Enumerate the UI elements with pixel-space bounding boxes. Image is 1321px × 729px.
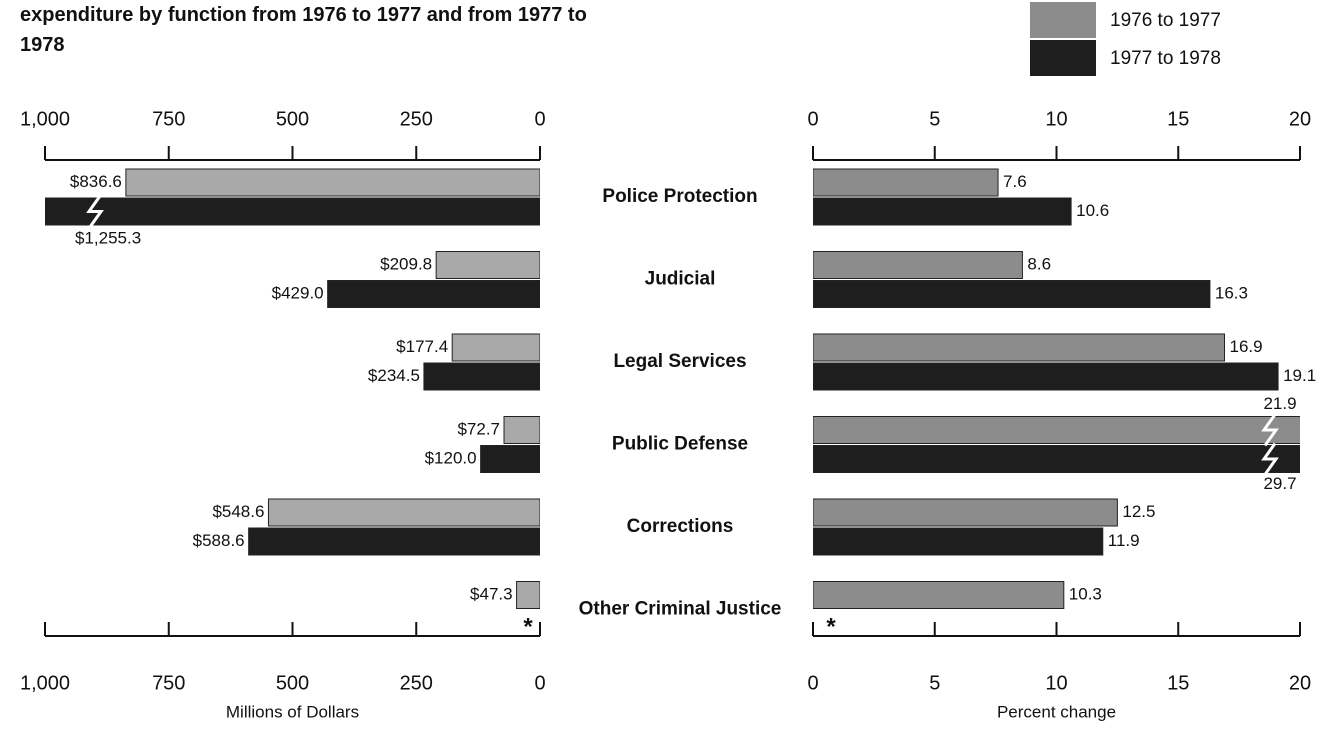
x-tick-label: 750 bbox=[152, 108, 185, 130]
x-tick-label: 0 bbox=[534, 672, 545, 694]
x-tick-label: 20 bbox=[1289, 672, 1311, 694]
category-label: Judicial bbox=[645, 269, 716, 290]
x-tick-label: 0 bbox=[807, 108, 818, 130]
category-label: Public Defense bbox=[612, 434, 748, 455]
x-tick-label: 10 bbox=[1045, 672, 1067, 694]
bar bbox=[45, 197, 540, 226]
value-label: 7.6 bbox=[1003, 172, 1027, 191]
x-tick-label: 15 bbox=[1167, 672, 1189, 694]
bar bbox=[813, 280, 1211, 308]
bars bbox=[813, 168, 1300, 609]
bar bbox=[813, 197, 1072, 226]
bar bbox=[813, 581, 1065, 609]
bar bbox=[327, 280, 540, 308]
annotation: * bbox=[826, 613, 836, 640]
value-label: $120.0 bbox=[425, 448, 477, 467]
x-axis-label: Millions of Dollars bbox=[226, 702, 359, 721]
x-tick-label: 10 bbox=[1045, 108, 1067, 130]
value-label: $72.7 bbox=[457, 419, 500, 438]
value-label: $836.6 bbox=[70, 172, 122, 191]
bar bbox=[480, 445, 540, 473]
bar bbox=[435, 251, 540, 279]
x-tick-label: 1,000 bbox=[20, 108, 70, 130]
x-tick-label: 500 bbox=[276, 108, 309, 130]
value-label: 16.3 bbox=[1215, 283, 1248, 302]
x-tick-label: 750 bbox=[152, 672, 185, 694]
break-mark bbox=[1261, 413, 1279, 447]
x-axis-label: Percent change bbox=[997, 702, 1116, 721]
x-tick-label: 500 bbox=[276, 672, 309, 694]
legend-swatch bbox=[1030, 2, 1096, 38]
break-mark bbox=[1261, 442, 1279, 476]
value-label: 21.9 bbox=[1263, 394, 1296, 413]
legend-label: 1977 to 1978 bbox=[1110, 48, 1221, 69]
x-tick-label: 15 bbox=[1167, 108, 1189, 130]
bar bbox=[813, 362, 1279, 391]
category-label: Police Protection bbox=[602, 186, 757, 207]
break-mark bbox=[86, 195, 104, 228]
value-label: 12.5 bbox=[1122, 502, 1155, 521]
value-label: $234.5 bbox=[368, 366, 420, 385]
value-label: 19.1 bbox=[1283, 366, 1316, 385]
x-tick-label: 20 bbox=[1289, 108, 1311, 130]
chart-title: expenditure by function from 1976 to 197… bbox=[20, 4, 587, 56]
x-tick-label: 250 bbox=[400, 108, 433, 130]
bar bbox=[248, 527, 540, 556]
x-tick-label: 1,000 bbox=[20, 672, 70, 694]
value-label: 11.9 bbox=[1108, 531, 1140, 550]
legend-label: 1976 to 1977 bbox=[1110, 10, 1221, 31]
value-label: $47.3 bbox=[470, 584, 513, 603]
bar bbox=[267, 498, 540, 527]
category-label: Legal Services bbox=[613, 351, 746, 372]
bar bbox=[813, 168, 999, 197]
x-tick-label: 5 bbox=[929, 108, 940, 130]
category-label: Corrections bbox=[627, 516, 734, 537]
bar bbox=[813, 498, 1118, 527]
bar bbox=[813, 445, 1300, 473]
bar bbox=[813, 333, 1226, 362]
bar bbox=[125, 168, 540, 197]
value-label: $588.6 bbox=[193, 531, 245, 550]
value-label: 29.7 bbox=[1263, 474, 1296, 493]
category-label: Other Criminal Justice bbox=[579, 599, 782, 620]
bar bbox=[813, 527, 1104, 556]
value-label: 8.6 bbox=[1027, 254, 1051, 273]
value-label: 10.6 bbox=[1076, 201, 1109, 220]
bar bbox=[516, 581, 540, 609]
x-tick-label: 5 bbox=[929, 672, 940, 694]
value-label: $429.0 bbox=[272, 283, 324, 302]
bar bbox=[813, 251, 1023, 279]
value-label: $1,255.3 bbox=[75, 228, 141, 247]
value-label: $177.4 bbox=[396, 337, 448, 356]
value-label: 16.9 bbox=[1230, 337, 1263, 356]
bar bbox=[451, 333, 540, 362]
value-label: $209.8 bbox=[380, 254, 432, 273]
annotation: * bbox=[523, 613, 533, 640]
x-tick-label: 0 bbox=[534, 108, 545, 130]
x-tick-label: 0 bbox=[807, 672, 818, 694]
value-label: $548.6 bbox=[212, 502, 264, 521]
value-label: 10.3 bbox=[1069, 584, 1102, 603]
bar bbox=[423, 362, 540, 391]
legend-swatch bbox=[1030, 40, 1096, 76]
bar bbox=[503, 416, 540, 444]
bars bbox=[45, 168, 540, 609]
bar bbox=[813, 416, 1300, 444]
x-tick-label: 250 bbox=[400, 672, 433, 694]
